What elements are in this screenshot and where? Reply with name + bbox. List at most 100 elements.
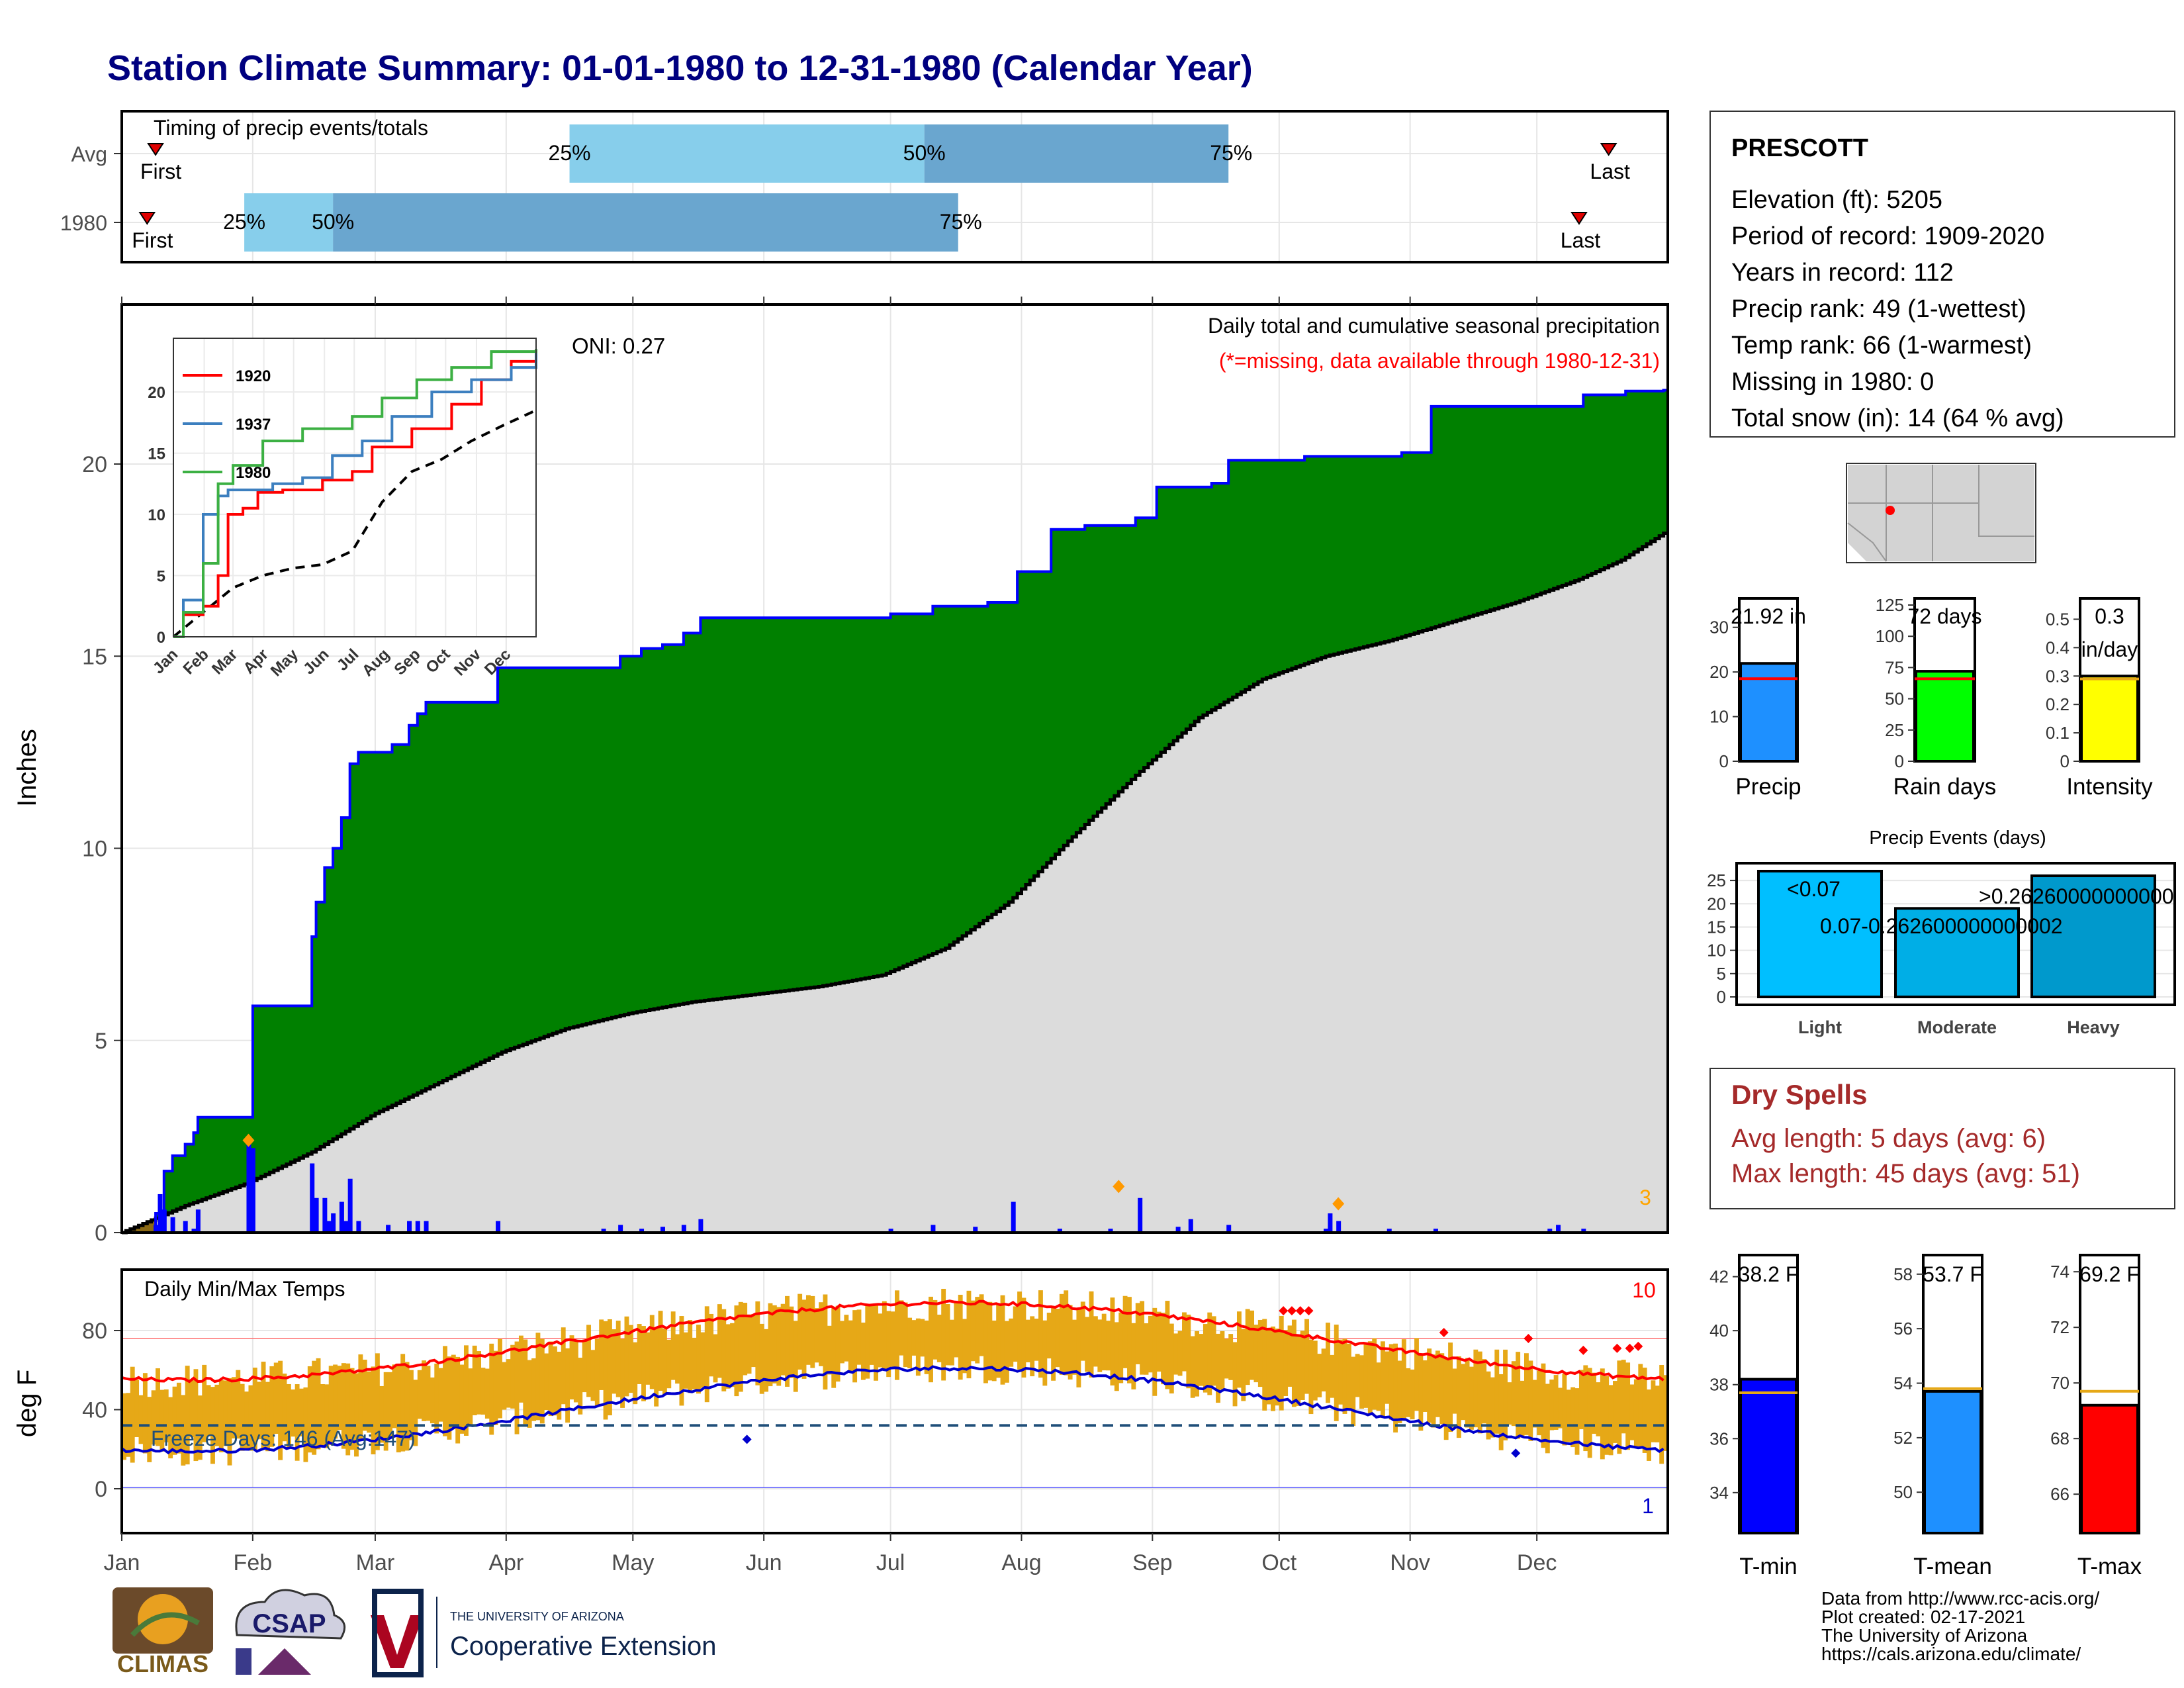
timing-frame (120, 110, 1669, 263)
daily-temp-bar (1443, 1358, 1449, 1440)
station-info-line: Missing in 1980: 0 (1731, 368, 1934, 396)
daily-temp-bar (776, 1307, 782, 1386)
daily-temp-bar (134, 1380, 140, 1438)
daily-temp-bar (451, 1354, 456, 1430)
daily-temp-bar (1038, 1290, 1043, 1378)
daily-temp-bar (422, 1360, 427, 1421)
daily-precip-bar (1175, 1227, 1181, 1233)
daily-temp-bar (1220, 1331, 1225, 1390)
month-label: Aug (1001, 1550, 1042, 1575)
temp-summary-label: T-mean (1913, 1554, 1992, 1579)
daily-temp-bar (1537, 1370, 1542, 1436)
event-label: Light (1798, 1017, 1842, 1037)
station-info-line: Total snow (in): 14 (64 % avg) (1731, 404, 2064, 432)
daily-temp-bar (1600, 1368, 1605, 1460)
daily-temp-bar (856, 1309, 862, 1365)
daily-temp-bar (185, 1366, 190, 1465)
daily-temp-bar (1300, 1331, 1305, 1401)
daily-temp-bar (1085, 1317, 1090, 1372)
daily-temp-bar (637, 1324, 642, 1384)
daily-temp-bar (1216, 1333, 1220, 1403)
daily-temp-bar (328, 1366, 334, 1445)
daily-precip-bar (415, 1221, 420, 1233)
daily-temp-bar (548, 1341, 553, 1417)
daily-temp-bar (341, 1363, 346, 1449)
daily-temp-bar (138, 1395, 144, 1444)
daily-temp-bar (531, 1358, 536, 1421)
temp-summary-tick-label: 66 (2050, 1484, 2070, 1504)
daily-temp-bar (1025, 1319, 1030, 1363)
daily-temp-bar (303, 1387, 308, 1462)
summary-tick-label: 100 (1876, 626, 1904, 646)
inset-ytick-label: 15 (148, 445, 165, 463)
daily-temp-bar (1262, 1319, 1267, 1411)
daily-temp-bar (860, 1322, 866, 1380)
events-tick-label: 0 (1717, 987, 1726, 1007)
daily-temp-bar (1625, 1362, 1631, 1450)
month-label: May (612, 1550, 654, 1575)
temps-title: Daily Min/Max Temps (144, 1277, 345, 1301)
daily-precip-bar (1138, 1197, 1143, 1233)
daily-temp-bar (1034, 1319, 1039, 1361)
daily-temp-bar (176, 1382, 181, 1454)
daily-temp-bar (949, 1319, 954, 1366)
daily-precip-bar (1336, 1221, 1342, 1233)
daily-temp-bar (1469, 1366, 1474, 1430)
daily-temp-bar (1199, 1334, 1204, 1386)
daily-temp-bar (936, 1315, 942, 1362)
daily-temp-bar (730, 1323, 735, 1387)
daily-temp-bar (768, 1303, 773, 1387)
daily-temp-bar (805, 1295, 811, 1365)
daily-temp-bar (468, 1368, 473, 1425)
daily-temp-bar (447, 1356, 452, 1440)
daily-temp-bar (907, 1317, 913, 1368)
daily-temp-bar (227, 1378, 232, 1466)
events-tick-label: 20 (1707, 894, 1726, 914)
daily-temp-bar (1351, 1356, 1356, 1427)
csap-bars-icon (236, 1648, 251, 1675)
daily-precip-bar (407, 1221, 412, 1233)
daily-temp-bar (1528, 1360, 1533, 1441)
daily-temp-bar (607, 1319, 612, 1416)
temp-summary-value: 38.2 F (1739, 1262, 1799, 1286)
daily-temp-bar (535, 1333, 541, 1421)
summary-value-label: 72 days (1907, 604, 1981, 628)
daily-temp-bar (1266, 1329, 1271, 1405)
daily-temp-bar (248, 1385, 253, 1451)
daily-temp-bar (1055, 1308, 1060, 1368)
daily-temp-bar (172, 1386, 177, 1455)
daily-temp-bar (569, 1335, 574, 1400)
event-label: Moderate (1917, 1017, 1997, 1037)
daily-temp-bar (1004, 1321, 1009, 1383)
daily-temp-bar (658, 1311, 663, 1391)
summary-tick-label: 10 (1709, 707, 1729, 727)
daily-temp-bar (130, 1366, 135, 1463)
daily-temp-bar (1372, 1338, 1377, 1410)
daily-temp-bar (1532, 1380, 1537, 1428)
daily-temp-bar (721, 1309, 727, 1391)
events-tick-label: 10 (1707, 941, 1726, 961)
daily-precip-bar (1324, 1229, 1329, 1233)
summary-label: Intensity (2066, 774, 2153, 800)
daily-temp-bar (835, 1305, 841, 1382)
inset-legend-label: 1920 (236, 367, 271, 385)
events-tick-label: 15 (1707, 917, 1726, 937)
daily-temp-bar (1000, 1295, 1005, 1385)
daily-temp-bar (641, 1326, 646, 1401)
daily-temp-bar (1127, 1297, 1132, 1383)
daily-precip-bar (170, 1217, 175, 1233)
daily-temp-bar (983, 1302, 988, 1383)
inset-year-line (173, 355, 537, 638)
daily-temp-bar (810, 1295, 815, 1368)
daily-temp-bar (954, 1302, 959, 1358)
daily-temp-bar (1482, 1359, 1487, 1424)
daily-temp-bar (933, 1299, 938, 1360)
daily-temp-bar (1435, 1350, 1440, 1417)
daily-temp-bar (1161, 1313, 1165, 1385)
summary-value-label: 0.3 (2095, 604, 2124, 628)
daily-temp-bar (1228, 1334, 1234, 1380)
daily-temp-bar (1093, 1316, 1098, 1367)
daily-temp-bar (1236, 1311, 1242, 1388)
daily-temp-bar (1097, 1319, 1103, 1372)
